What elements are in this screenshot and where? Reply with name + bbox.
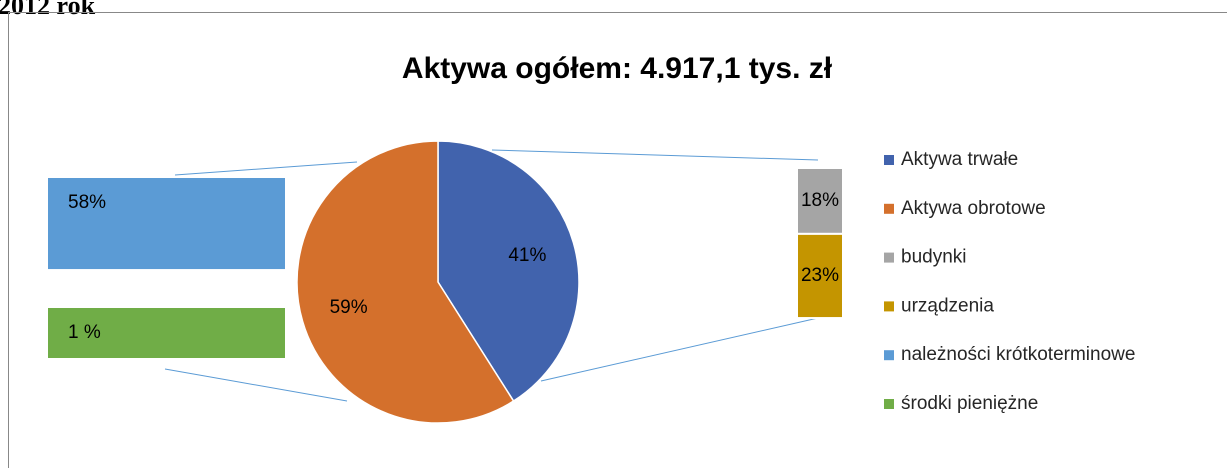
legend-label: urządzenia xyxy=(901,295,994,316)
connector xyxy=(174,161,358,176)
legend-swatch xyxy=(884,252,894,263)
data-label: 1 % xyxy=(68,322,101,343)
data-label: 58% xyxy=(68,192,106,213)
breakdown-bar xyxy=(48,178,285,270)
data-label: 23% xyxy=(801,265,839,286)
connector xyxy=(164,368,348,402)
pie-slice xyxy=(437,140,580,403)
legend-swatch xyxy=(884,399,894,409)
legend-swatch xyxy=(884,203,894,214)
legend-swatch xyxy=(884,301,894,312)
legend-label: Aktywa trwałe xyxy=(901,149,1018,170)
connectors xyxy=(164,149,819,402)
pie-slice xyxy=(296,140,515,424)
legend-label: środki pieniężne xyxy=(901,393,1038,414)
chart-title: Aktywa ogółem: 4.917,1 tys. zł xyxy=(402,52,833,85)
legend-label: budynki xyxy=(901,247,967,268)
legend-swatch xyxy=(884,350,894,361)
legend-label: należności krótkoterminowe xyxy=(901,344,1135,365)
connector xyxy=(491,149,819,161)
data-label: 18% xyxy=(801,190,839,211)
legend-label: Aktywa obrotowe xyxy=(901,198,1046,219)
chart-border xyxy=(8,12,1227,468)
data-label: 41% xyxy=(508,245,546,266)
page-title: 2012 rok xyxy=(0,0,96,20)
breakdown-bar xyxy=(796,232,844,320)
legend-swatch xyxy=(884,155,894,165)
connector xyxy=(540,317,819,382)
data-label: 59% xyxy=(330,297,368,318)
breakdown-bar xyxy=(48,308,285,358)
